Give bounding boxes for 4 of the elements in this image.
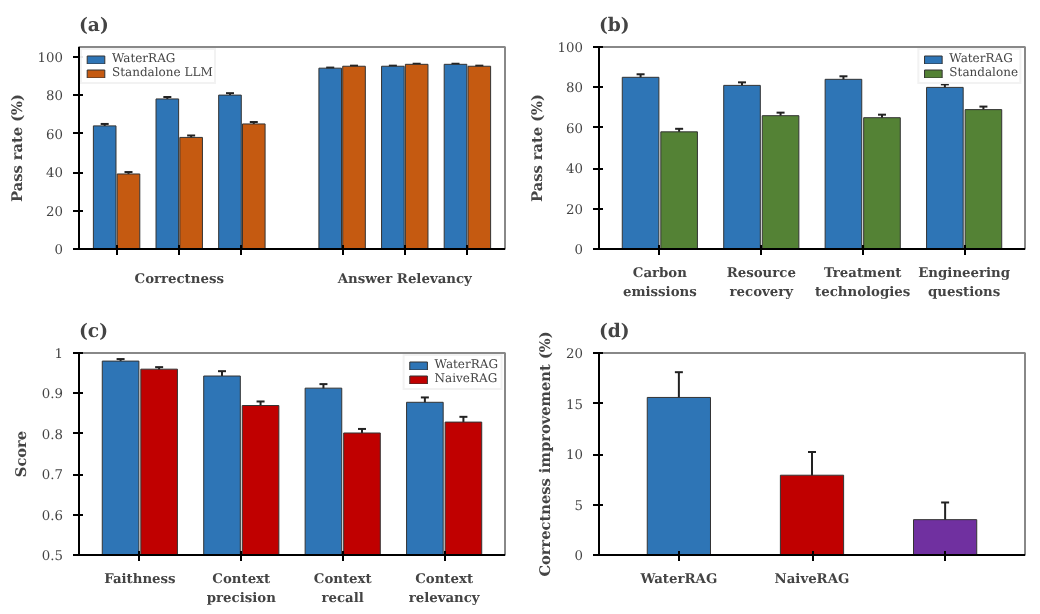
chart-title: (a): [79, 15, 109, 37]
chart-title: (d): [599, 321, 630, 343]
chart-title: (c): [79, 321, 109, 343]
chart-title: (b): [599, 15, 630, 37]
